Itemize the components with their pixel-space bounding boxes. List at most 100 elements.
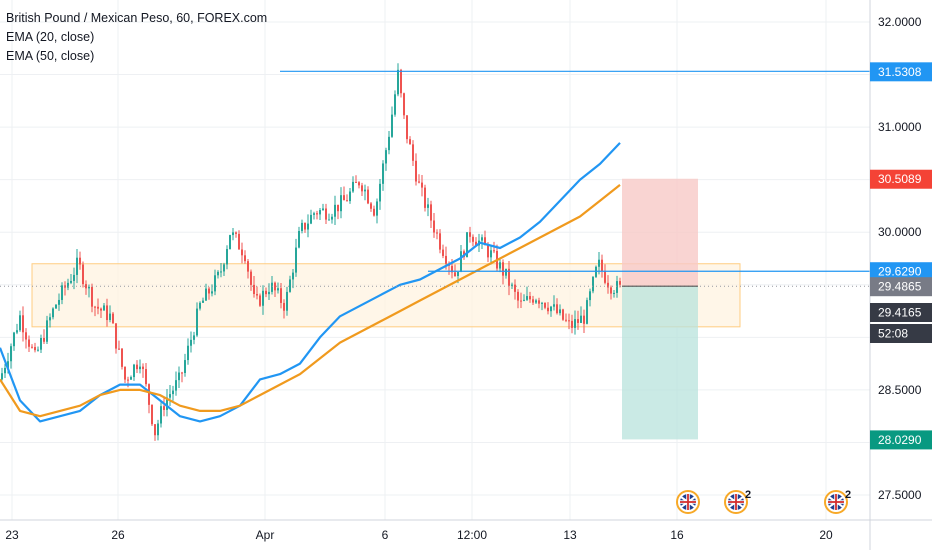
candle-body (193, 335, 195, 340)
candle-body (253, 284, 255, 295)
candle-body (19, 315, 21, 331)
price-tag-resistance-line (870, 62, 932, 82)
candle-body (139, 366, 141, 370)
candle-body (559, 309, 561, 314)
y-tick-label: 28.5000 (878, 383, 922, 397)
candle-body (412, 144, 414, 161)
candle-body (268, 291, 270, 295)
candle-body (484, 237, 486, 246)
candle-body (154, 424, 156, 436)
candle-body (598, 259, 600, 267)
candle-body (595, 266, 597, 277)
candle-body (283, 302, 285, 311)
candle-body (55, 304, 57, 309)
candle-body (364, 189, 366, 192)
gb-flag-icon[interactable]: 2 (824, 489, 851, 514)
candle-body (589, 291, 591, 301)
candle-body (568, 320, 570, 322)
candle-body (379, 183, 381, 202)
candle-body (115, 323, 117, 349)
price-tag-label: 31.5308 (878, 65, 922, 79)
candle-body (451, 265, 453, 273)
candle-body (259, 295, 261, 306)
candle-body (373, 208, 375, 216)
candle-body (370, 203, 372, 209)
candle-body (304, 222, 306, 230)
candle-body (250, 271, 252, 285)
candle-body (58, 299, 60, 305)
candle-body (136, 364, 138, 370)
candle-body (190, 339, 192, 346)
candle-body (616, 281, 618, 293)
candle-body (376, 201, 378, 216)
candle-body (103, 305, 105, 311)
x-tick-label: 16 (670, 528, 684, 542)
price-tag-stop-loss (870, 169, 932, 189)
candle-body (400, 69, 402, 94)
y-tick-label: 31.0000 (878, 120, 922, 134)
candle-body (532, 299, 534, 303)
candle-body (343, 195, 345, 201)
gb-flag-icon[interactable]: 2 (724, 489, 751, 514)
price-tag-take-profit (870, 430, 932, 450)
ema20-legend[interactable]: EMA (20, close) (6, 30, 95, 44)
candle-body (118, 348, 120, 350)
candle-body (409, 139, 411, 145)
price-tag-last-price (870, 277, 932, 297)
candle-body (46, 320, 48, 342)
candle-body (127, 379, 129, 381)
price-tag-label: 52:08 (878, 327, 908, 341)
candle-body (163, 406, 165, 410)
candle-body (439, 233, 441, 250)
candle-body (307, 223, 309, 230)
price-tag-label: 29.4865 (878, 280, 922, 294)
candle-body (82, 264, 84, 285)
candle-body (184, 360, 186, 374)
candle-body (181, 372, 183, 374)
candle-body (325, 208, 327, 220)
candle-body (220, 271, 222, 273)
candle-body (178, 372, 180, 381)
chart-legend: British Pound / Mexican Peso, 60, FOREX.… (6, 9, 267, 66)
candle-body (334, 204, 336, 217)
candle-body (70, 280, 72, 283)
ema50-legend[interactable]: EMA (50, close) (6, 49, 95, 63)
candle-body (130, 377, 132, 380)
candle-body (529, 296, 531, 300)
candle-body (49, 317, 51, 321)
candle-body (406, 115, 408, 140)
candle-body (295, 247, 297, 273)
candle-body (436, 232, 438, 234)
candle-body (538, 300, 540, 304)
candle-body (574, 319, 576, 328)
symbol-title[interactable]: British Pound / Mexican Peso, 60, FOREX.… (6, 11, 268, 25)
candle-body (322, 208, 324, 211)
candle-body (31, 346, 33, 348)
candle-body (166, 397, 168, 410)
y-tick-label: 32.0000 (878, 15, 922, 29)
candle-body (445, 255, 447, 264)
candle-body (454, 272, 456, 277)
candle-body (544, 302, 546, 308)
candle-body (10, 346, 12, 362)
candle-body (133, 364, 135, 378)
candle-body (535, 300, 537, 303)
candle-body (256, 294, 258, 296)
candle-body (226, 249, 228, 265)
candle-body (601, 259, 603, 272)
candle-body (67, 282, 69, 288)
candle-body (148, 384, 150, 405)
candle-body (229, 235, 231, 250)
candle-body (94, 306, 96, 308)
candle-body (208, 288, 210, 294)
gb-flag-icon[interactable] (676, 490, 700, 514)
candle-body (112, 313, 114, 324)
candle-body (109, 313, 111, 321)
candle-body (169, 394, 171, 398)
candle-body (547, 307, 549, 312)
candle-body (238, 233, 240, 250)
candle-body (556, 304, 558, 314)
candle-body (262, 290, 264, 306)
